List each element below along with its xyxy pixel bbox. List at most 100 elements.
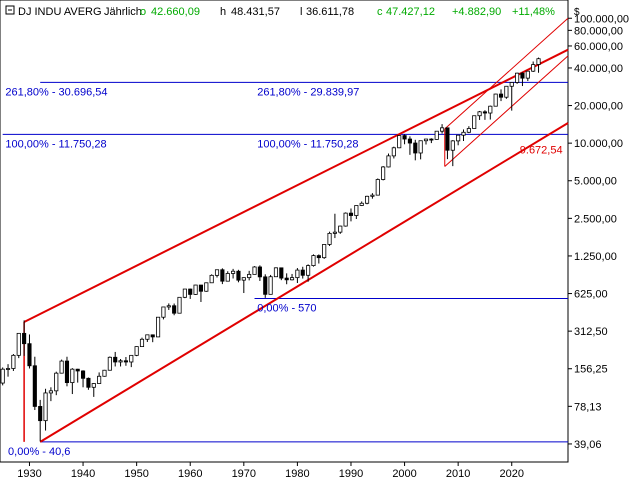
- candle-1925: [0, 367, 5, 386]
- y-tick-label: 2.500,00: [574, 213, 617, 225]
- candle-1995: [375, 178, 380, 196]
- y-tick-label: 80.000,00: [574, 25, 623, 37]
- y-tick-label: 20.000,00: [574, 101, 623, 113]
- candle-body: [139, 338, 145, 348]
- y-tick-label: 39,06: [574, 439, 602, 451]
- candle-1945: [107, 356, 112, 371]
- candle-1936: [59, 359, 64, 374]
- fib-label-3-0: 0,00% - 40,6: [8, 446, 70, 458]
- candle-1989: [343, 212, 348, 227]
- candle-body: [289, 277, 295, 281]
- candle-body: [531, 64, 536, 72]
- candle-body: [456, 134, 461, 142]
- candle-1962: [198, 284, 204, 302]
- candle-body: [498, 93, 504, 98]
- candle-1954: [156, 316, 161, 338]
- candle-1952: [145, 334, 150, 342]
- candle-2001: [407, 136, 412, 155]
- candle-body: [332, 231, 337, 234]
- close-value: 47.427,12: [386, 6, 435, 18]
- candle-body: [172, 305, 177, 314]
- candle-1988: [338, 225, 343, 234]
- candle-1939: [75, 368, 80, 383]
- candle-2010: [456, 134, 461, 146]
- candle-1934: [48, 387, 53, 402]
- candle-body: [284, 277, 289, 281]
- candle-1981: [300, 266, 305, 279]
- candle-1941: [86, 377, 91, 390]
- y-tick-label: 60.000,00: [574, 41, 623, 53]
- candle-1982: [306, 264, 311, 282]
- candle-body: [75, 368, 80, 372]
- candle-body: [236, 270, 241, 281]
- x-tick-label: 1950: [124, 468, 148, 480]
- candle-2006: [434, 130, 439, 140]
- candle-1942: [91, 383, 96, 397]
- candle-1931: [32, 356, 37, 411]
- candle-1994: [370, 193, 375, 199]
- candle-body: [316, 255, 321, 259]
- candle-body: [209, 274, 214, 284]
- candle-body: [241, 277, 246, 281]
- trend-line-4: [444, 55, 569, 167]
- candle-2022: [520, 72, 525, 87]
- candle-body: [338, 225, 343, 233]
- candle-body: [488, 105, 493, 114]
- candle-body: [322, 244, 327, 259]
- candle-body: [375, 179, 380, 196]
- candle-1937: [64, 356, 70, 387]
- candle-body: [273, 267, 279, 278]
- candle-body: [525, 70, 530, 79]
- candle-2019: [504, 85, 509, 99]
- candle-1949: [129, 354, 134, 368]
- candle-2020: [509, 82, 514, 111]
- candle-body: [5, 368, 11, 370]
- candle-1991: [354, 205, 359, 220]
- close-label: c: [377, 6, 383, 18]
- candle-body: [32, 365, 37, 407]
- candle-1930: [27, 334, 32, 369]
- candle-1965: [214, 269, 220, 278]
- candle-body: [225, 273, 230, 282]
- candle-body: [364, 195, 370, 204]
- candle-1984: [316, 254, 321, 264]
- candle-body: [515, 72, 520, 83]
- candle-body: [70, 368, 75, 384]
- plot-area: [0, 0, 569, 463]
- candle-1987: [332, 213, 337, 239]
- candle-1977: [279, 267, 284, 281]
- candle-body: [381, 166, 386, 180]
- x-tick-label: 2020: [499, 468, 523, 480]
- candle-body: [413, 142, 418, 154]
- candle-body: [166, 305, 171, 308]
- candle-1974: [263, 274, 268, 298]
- candle-body: [204, 282, 209, 292]
- fib-label-0-0: 261,80% - 30.696,54: [5, 86, 107, 98]
- candle-body: [300, 269, 305, 276]
- low-label: l: [300, 6, 302, 18]
- high-label: h: [220, 6, 226, 18]
- candle-2009: [450, 140, 455, 167]
- trend-line-0: [23, 48, 569, 323]
- candle-1966: [220, 268, 225, 285]
- candle-1983: [311, 254, 316, 267]
- candle-2015: [482, 110, 488, 120]
- candle-1978: [284, 273, 289, 285]
- y-tick-label: 5.000,00: [574, 176, 617, 188]
- x-tick-label: 1940: [71, 468, 95, 480]
- candle-1953: [150, 334, 155, 343]
- candle-1993: [364, 195, 370, 205]
- candle-body: [370, 194, 375, 197]
- candle-1963: [204, 282, 209, 292]
- candle-1968: [231, 268, 236, 279]
- candle-1969: [236, 269, 241, 283]
- candle-body: [391, 147, 396, 157]
- candle-2002: [413, 139, 418, 161]
- x-axis: 1930 1940 1950 1960 1970 1980 1990 2000 2010 2020: [17, 462, 524, 480]
- candle-body: [16, 332, 21, 356]
- svg-text:DJ INDU AVERG Jährlich: DJ INDU AVERG Jährlich o 42.660,09 h 48.…: [18, 6, 555, 18]
- y-tick-label: 40.000,00: [574, 63, 623, 75]
- candle-body: [38, 406, 43, 422]
- candle-1957: [172, 303, 177, 316]
